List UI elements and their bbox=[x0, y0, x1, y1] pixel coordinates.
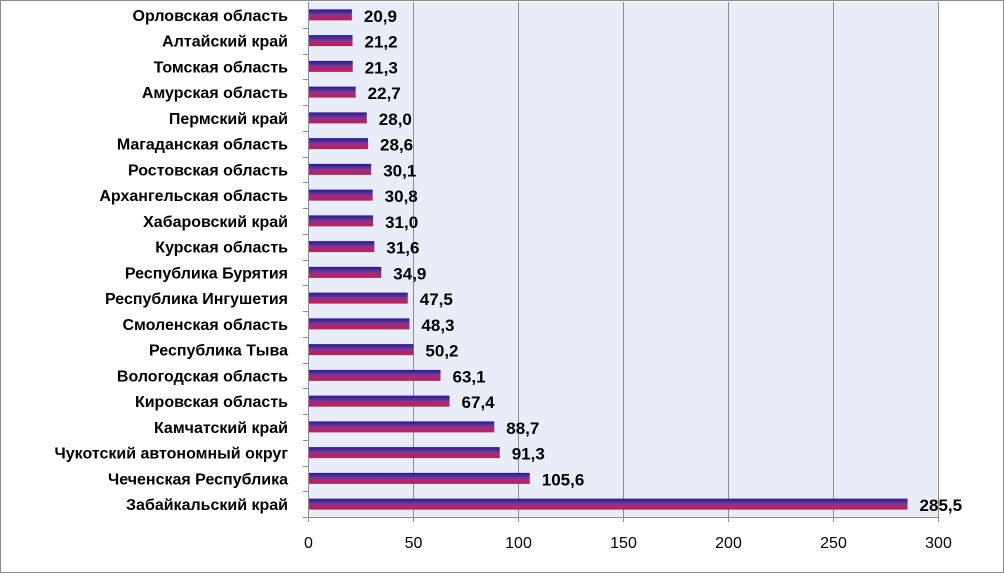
value-label: 28,0 bbox=[379, 110, 412, 129]
x-tick-label: 0 bbox=[304, 535, 313, 552]
category-label: Забайкальский край bbox=[126, 497, 288, 514]
category-label: Курская область bbox=[155, 240, 288, 257]
category-label: Республика Бурятия bbox=[125, 265, 288, 282]
category-label: Орловская область bbox=[133, 8, 289, 25]
category-label: Смоленская область bbox=[122, 317, 288, 334]
bar bbox=[309, 292, 408, 304]
value-label: 91,3 bbox=[512, 445, 545, 464]
value-label: 105,6 bbox=[542, 470, 585, 489]
category-label: Амурская область bbox=[142, 85, 288, 102]
bar bbox=[309, 472, 530, 484]
bar bbox=[309, 369, 441, 381]
category-label: Пермский край bbox=[169, 111, 288, 128]
bar bbox=[309, 241, 375, 253]
bar bbox=[309, 266, 382, 278]
category-label: Чукотский автономный округ bbox=[55, 446, 289, 463]
x-tick-label: 50 bbox=[405, 535, 423, 552]
value-label: 50,2 bbox=[425, 342, 458, 361]
bar bbox=[309, 318, 410, 330]
bar bbox=[309, 138, 369, 150]
value-label: 48,3 bbox=[421, 316, 454, 335]
bar bbox=[309, 86, 356, 98]
x-tick-label: 100 bbox=[505, 535, 532, 552]
value-label: 88,7 bbox=[506, 419, 539, 438]
category-label: Камчатский край bbox=[154, 420, 288, 437]
bar bbox=[309, 163, 372, 175]
value-label: 47,5 bbox=[420, 290, 453, 309]
category-label: Чеченская Республика bbox=[108, 471, 288, 488]
bar bbox=[309, 112, 367, 124]
category-label: Магаданская область bbox=[117, 137, 288, 154]
value-label: 21,3 bbox=[365, 58, 398, 77]
bar bbox=[309, 60, 353, 72]
x-tick-label: 250 bbox=[820, 535, 847, 552]
value-label: 285,5 bbox=[920, 496, 963, 515]
value-label: 22,7 bbox=[368, 84, 401, 103]
category-label: Ростовская область bbox=[128, 162, 288, 179]
x-tick-label: 150 bbox=[610, 535, 637, 552]
category-label: Республика Ингушетия bbox=[105, 291, 288, 308]
bar bbox=[309, 447, 500, 459]
value-label: 34,9 bbox=[393, 264, 426, 283]
value-label: 28,6 bbox=[380, 136, 413, 155]
category-label: Хабаровский край bbox=[143, 214, 288, 231]
bar bbox=[309, 35, 353, 47]
value-label: 63,1 bbox=[453, 367, 486, 386]
value-label: 31,6 bbox=[386, 239, 419, 258]
bar bbox=[309, 189, 373, 201]
x-tick-label: 300 bbox=[925, 535, 952, 552]
bar bbox=[309, 421, 495, 433]
bar bbox=[309, 395, 450, 407]
category-label: Вологодская область bbox=[117, 368, 288, 385]
category-label: Республика Тыва bbox=[149, 343, 288, 360]
x-tick-label: 200 bbox=[715, 535, 742, 552]
value-label: 31,0 bbox=[385, 213, 418, 232]
category-label: Архангельская область bbox=[99, 188, 288, 205]
category-label: Алтайский край bbox=[162, 34, 288, 51]
value-label: 21,2 bbox=[365, 33, 398, 52]
bar bbox=[309, 9, 352, 21]
bar bbox=[309, 498, 908, 510]
bar bbox=[309, 344, 414, 356]
category-label: Томская область bbox=[154, 59, 289, 76]
value-label: 20,9 bbox=[364, 7, 397, 26]
value-label: 30,8 bbox=[385, 187, 418, 206]
value-label: 67,4 bbox=[462, 393, 496, 412]
bar bbox=[309, 215, 374, 227]
category-label: Кировская область bbox=[135, 394, 288, 411]
value-label: 30,1 bbox=[383, 161, 416, 180]
